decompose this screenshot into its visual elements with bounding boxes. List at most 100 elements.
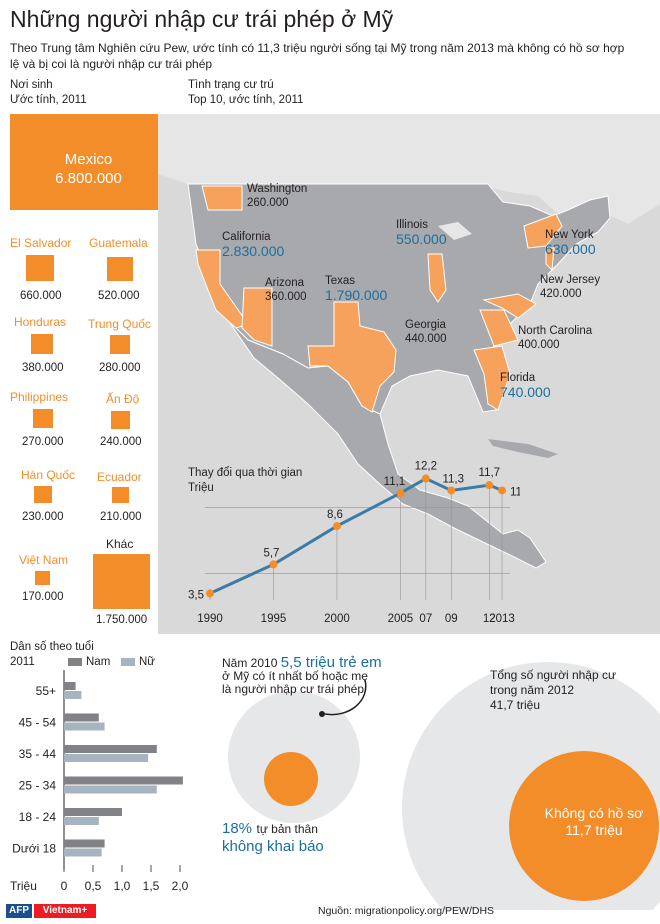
data-label: 11,3	[510, 486, 520, 498]
children-line1: Năm 2010	[222, 656, 278, 670]
honduras-name: Honduras	[14, 315, 67, 329]
north-carolina-state	[482, 293, 537, 319]
data-label: 11,7	[479, 467, 501, 479]
bar-nam	[64, 682, 76, 690]
source-text: Nguồn: migrationpolicy.org/PEW/DHS	[318, 905, 495, 917]
map-label-illinois: Illinois 550.000	[396, 218, 447, 246]
x-tick-label: 1990	[197, 613, 223, 625]
honduras-value: 380.000	[22, 362, 64, 374]
arizona-name: Arizona	[265, 277, 304, 289]
han-quoc-name: Hàn Quốc	[21, 468, 76, 482]
map-label-florida: Florida 740.000	[500, 371, 551, 399]
map-label-new-york: New York 630.000	[545, 228, 596, 256]
el-salvador-square	[26, 255, 54, 281]
pointer-line	[324, 679, 367, 716]
texas-state	[307, 301, 397, 413]
khac-value: 1.750.000	[96, 614, 148, 626]
illinois-state	[427, 253, 447, 303]
category-label: Dưới 18	[12, 842, 56, 856]
map-label-california: California 2.830.000	[222, 230, 284, 258]
bar-nam	[64, 839, 105, 848]
mexico-value: 6.800.000	[55, 170, 122, 187]
us-map	[158, 114, 660, 634]
pct-label: tự bản thân	[256, 822, 318, 836]
afp-logo: AFP	[6, 904, 32, 918]
khac-name: Khác	[106, 537, 134, 551]
map-label-north-carolina: North Carolina 400.000	[518, 324, 592, 352]
bar-nu	[64, 691, 82, 699]
bar-chart-title: Dân số theo tuổi	[10, 641, 94, 653]
undocumented-circle	[509, 751, 659, 901]
ecuador-value: 210.000	[100, 511, 142, 523]
great-lakes	[438, 222, 472, 240]
bar-nam	[64, 745, 157, 753]
trung-quoc-square	[110, 335, 130, 354]
x-tick-label: 12	[483, 613, 496, 625]
honduras-square	[31, 334, 53, 354]
bar-nam	[64, 776, 183, 785]
khac-square	[93, 554, 150, 609]
series-line	[209, 476, 503, 595]
data-point	[421, 474, 430, 483]
florida-name: Florida	[500, 372, 536, 384]
children-highlight: 5,5 triệu trẻ em	[280, 654, 382, 671]
illinois-name: Illinois	[396, 219, 428, 231]
x-tick-label: 1995	[261, 613, 287, 625]
x-tick-label: 2013	[489, 613, 515, 625]
intro-text: Theo Trung tâm Nghiên cứu Pew, ước tính …	[10, 41, 625, 71]
map-label-new-jersey: New Jersey 420.000	[540, 273, 600, 301]
vietnamplus-logo: Vietnam+	[34, 904, 96, 918]
x-tick-label: 0,5	[85, 879, 102, 893]
pct-value: 18%	[222, 820, 253, 837]
california-name: California	[222, 231, 271, 243]
data-point	[332, 522, 341, 531]
new-york-value: 630.000	[545, 241, 596, 257]
map-label-georgia: Georgia 440.000	[405, 318, 447, 346]
x-tick-label: 1,0	[114, 879, 131, 893]
mexico-square	[10, 114, 167, 210]
viet-nam-square	[35, 571, 50, 585]
birthplace-heading: Nơi sinh	[10, 79, 53, 91]
data-label: 5,7	[263, 547, 279, 559]
legend-nam-label: Nam	[86, 656, 111, 668]
children-line2: ở Mỹ có ít nhất bố hoặc mẹ	[222, 669, 368, 683]
bar-nu	[64, 785, 157, 794]
north-carolina-name: North Carolina	[518, 325, 593, 337]
bar-nu	[64, 848, 102, 857]
data-point	[485, 481, 494, 490]
bar-nam	[64, 808, 122, 816]
bar-chart-subtitle: 2011	[10, 656, 35, 668]
ecuador-name: Ecuador	[97, 470, 142, 484]
trung-quoc-value: 280.000	[99, 362, 141, 374]
han-quoc-value: 230.000	[22, 511, 64, 523]
pct-text: 18% tự bản thân không khai báo	[222, 820, 324, 856]
bar-nu	[64, 722, 105, 731]
an-do-square	[111, 411, 130, 429]
cuba-island	[488, 439, 558, 458]
texas-value: 1.790.000	[325, 287, 388, 303]
page-title: Những người nhập cư trái phép ở Mỹ	[10, 6, 394, 32]
washington-state	[201, 185, 243, 211]
category-label: 45 - 54	[19, 716, 57, 730]
new-york-name: New York	[545, 229, 594, 241]
ecuador-square	[112, 487, 129, 503]
new-jersey-value: 420.000	[540, 288, 582, 300]
florida-state	[473, 345, 511, 411]
total-line2: trong năm 2012	[490, 683, 575, 697]
total-line3: 41,7 triệu	[490, 698, 541, 712]
georgia-name: Georgia	[405, 319, 446, 331]
illinois-value: 550.000	[396, 231, 447, 247]
data-point	[396, 489, 405, 498]
new-york-state	[523, 213, 563, 249]
x-tick-label: 09	[445, 613, 458, 625]
el-salvador-name: El Salvador	[10, 236, 72, 250]
mexico-name: Mexico	[64, 151, 113, 168]
viet-nam-value: 170.000	[22, 591, 64, 603]
circles-graphic	[228, 662, 660, 910]
legend-nu-swatch	[121, 658, 135, 666]
undocumented-text: Không có hồ sơ 11,7 triệu	[534, 805, 654, 839]
x-tick-label: 2005	[388, 613, 414, 625]
data-label: 3,5	[188, 589, 204, 601]
philippines-square	[33, 409, 53, 428]
map-label-washington: Washington 260.000	[247, 182, 307, 210]
